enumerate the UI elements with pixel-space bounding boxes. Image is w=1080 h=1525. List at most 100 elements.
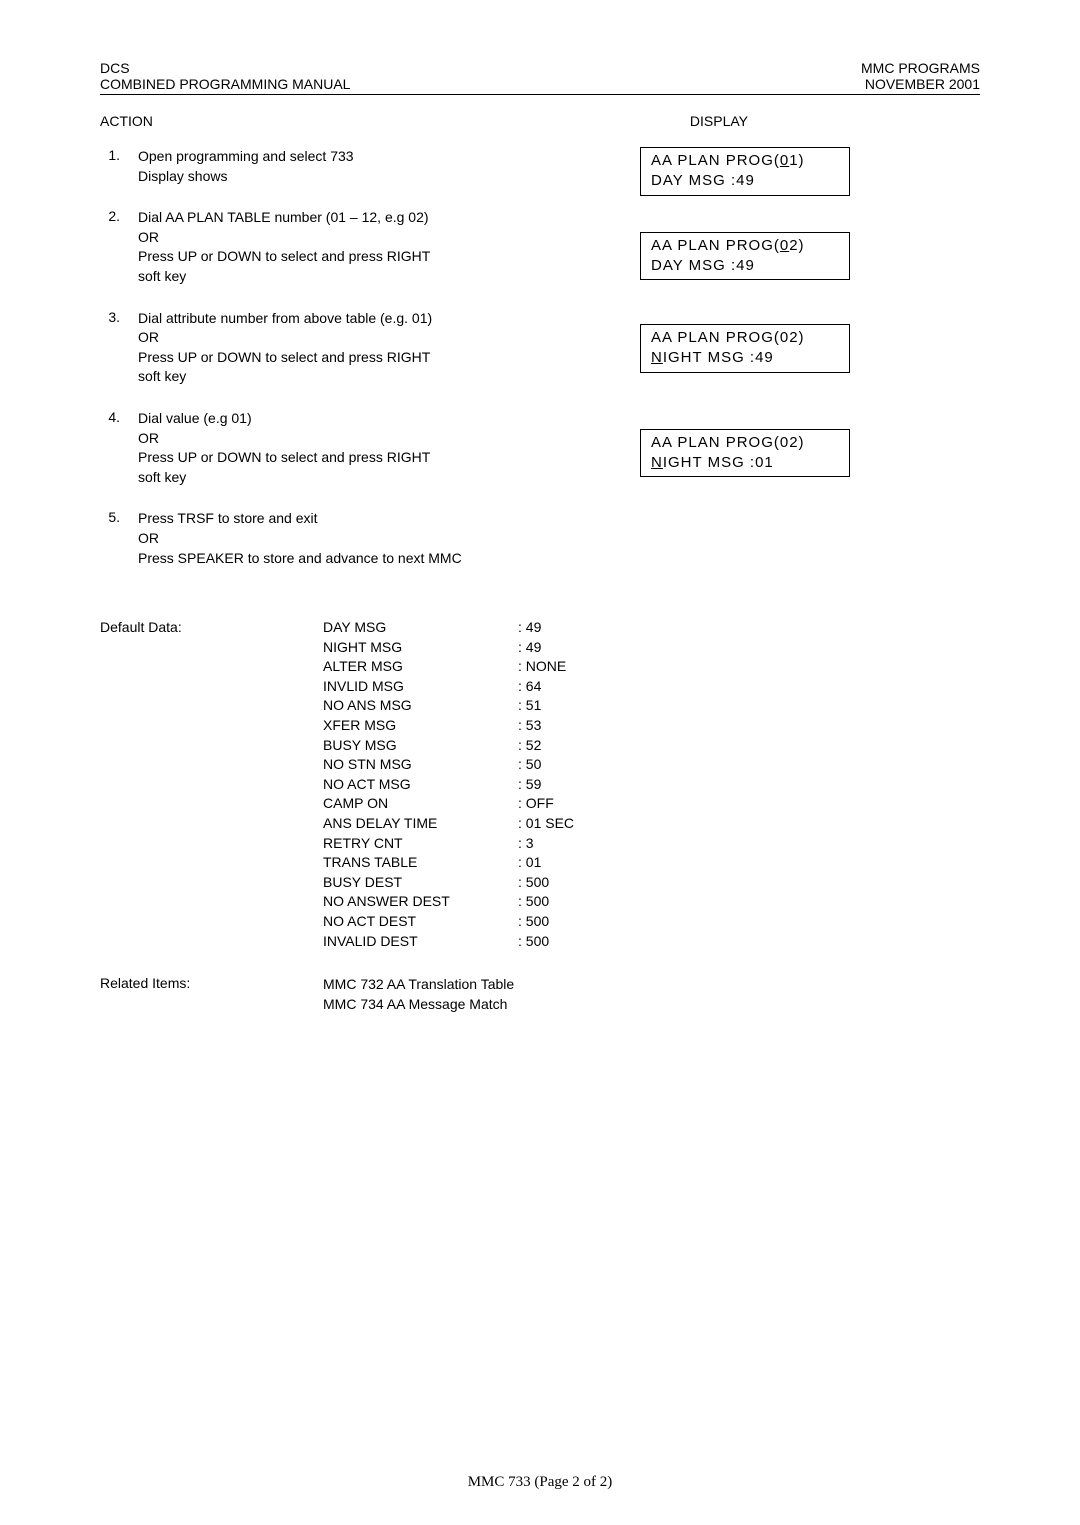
display-title: DISPLAY <box>690 113 748 129</box>
display-box-4: AA PLAN PROG(02) NIGHT MSG :01 <box>640 429 850 478</box>
data-row: XFER MSG: 53 <box>100 716 980 736</box>
related-items-section: Related Items: MMC 732 AA Translation Ta… <box>100 975 980 1014</box>
related-items-list: MMC 732 AA Translation Table MMC 734 AA … <box>323 975 514 1014</box>
page-header: DCS COMBINED PROGRAMMING MANUAL MMC PROG… <box>100 60 980 95</box>
data-key: ALTER MSG <box>323 657 518 677</box>
display-line1: AA PLAN PROG(02) <box>651 328 839 348</box>
data-key: NO ACT DEST <box>323 912 518 932</box>
display-line1: AA PLAN PROG(02) <box>651 433 839 453</box>
data-val: : 50 <box>518 755 638 775</box>
data-val: : OFF <box>518 794 638 814</box>
default-data-table: Default Data: DAY MSG : 49 NIGHT MSG: 49… <box>100 618 980 951</box>
data-val: : 01 <box>518 853 638 873</box>
data-val: : 53 <box>518 716 638 736</box>
data-key: NO ACT MSG <box>323 775 518 795</box>
data-val: : 500 <box>518 892 638 912</box>
data-row: RETRY CNT: 3 <box>100 834 980 854</box>
step-4: 4. Dial value (e.g 01) OR Press UP or DO… <box>100 409 610 487</box>
related-item-line: MMC 734 AA Message Match <box>323 995 514 1015</box>
action-title: ACTION <box>100 113 153 129</box>
data-row: BUSY DEST: 500 <box>100 873 980 893</box>
data-row: NIGHT MSG: 49 <box>100 638 980 658</box>
header-right-line1: MMC PROGRAMS <box>861 60 980 76</box>
data-val: : 500 <box>518 932 638 952</box>
data-val: : 01 SEC <box>518 814 638 834</box>
display-line2: DAY MSG :49 <box>651 256 839 276</box>
data-val: : 49 <box>518 638 638 658</box>
display-box-2: AA PLAN PROG(02) DAY MSG :49 <box>640 232 850 281</box>
data-row: TRANS TABLE: 01 <box>100 853 980 873</box>
data-key: NO STN MSG <box>323 755 518 775</box>
step-3: 3. Dial attribute number from above tabl… <box>100 309 610 387</box>
display-cursor: N <box>651 454 663 471</box>
data-row: NO ANS MSG: 51 <box>100 696 980 716</box>
header-left-line2: COMBINED PROGRAMMING MANUAL <box>100 76 350 92</box>
step-2: 2. Dial AA PLAN TABLE number (01 – 12, e… <box>100 208 610 286</box>
data-row: NO STN MSG: 50 <box>100 755 980 775</box>
data-key: ANS DELAY TIME <box>323 814 518 834</box>
data-row: NO ACT DEST: 500 <box>100 912 980 932</box>
step-text: Dial AA PLAN TABLE number (01 – 12, e.g … <box>138 208 610 286</box>
data-val: : 49 <box>518 618 638 638</box>
header-left: DCS COMBINED PROGRAMMING MANUAL <box>100 60 350 92</box>
data-key: RETRY CNT <box>323 834 518 854</box>
data-key: INVLID MSG <box>323 677 518 697</box>
display-cursor: 0 <box>780 152 789 169</box>
display-box-1: AA PLAN PROG(01) DAY MSG :49 <box>640 147 850 196</box>
data-row: Default Data: DAY MSG : 49 <box>100 618 980 638</box>
data-key: NO ANSWER DEST <box>323 892 518 912</box>
display-text: AA PLAN PROG(02) <box>651 329 805 346</box>
step-number: 1. <box>100 147 138 186</box>
data-val: : 64 <box>518 677 638 697</box>
displays-column: AA PLAN PROG(01) DAY MSG :49 AA PLAN PRO… <box>640 147 940 590</box>
data-val: : 500 <box>518 912 638 932</box>
step-number: 3. <box>100 309 138 387</box>
header-left-line1: DCS <box>100 60 350 76</box>
data-key: BUSY DEST <box>323 873 518 893</box>
data-key: XFER MSG <box>323 716 518 736</box>
data-key: NIGHT MSG <box>323 638 518 658</box>
display-text: AA PLAN PROG( <box>651 237 780 254</box>
data-key: TRANS TABLE <box>323 853 518 873</box>
display-cursor: N <box>651 349 663 366</box>
related-items-label: Related Items: <box>100 975 323 1014</box>
data-key: NO ANS MSG <box>323 696 518 716</box>
display-text: IGHT MSG :49 <box>663 349 774 366</box>
data-val: : 500 <box>518 873 638 893</box>
step-number: 2. <box>100 208 138 286</box>
default-data-label: Default Data: <box>100 618 323 638</box>
actions-column: 1. Open programming and select 733 Displ… <box>100 147 610 590</box>
data-key: INVALID DEST <box>323 932 518 952</box>
related-item-line: MMC 732 AA Translation Table <box>323 975 514 995</box>
data-row: INVALID DEST: 500 <box>100 932 980 952</box>
data-val: : 3 <box>518 834 638 854</box>
page-footer: MMC 733 (Page 2 of 2) <box>0 1474 1080 1491</box>
display-text: AA PLAN PROG(02) <box>651 434 805 451</box>
display-text: 1) <box>789 152 804 169</box>
display-line2: NIGHT MSG :49 <box>651 348 839 368</box>
data-val: : 59 <box>518 775 638 795</box>
data-val: : 51 <box>518 696 638 716</box>
display-line2: DAY MSG :49 <box>651 171 839 191</box>
step-number: 4. <box>100 409 138 487</box>
step-5: 5. Press TRSF to store and exit OR Press… <box>100 509 610 568</box>
display-text: 2) <box>789 237 804 254</box>
data-row: ANS DELAY TIME: 01 SEC <box>100 814 980 834</box>
display-text: AA PLAN PROG( <box>651 152 780 169</box>
display-line1: AA PLAN PROG(02) <box>651 236 839 256</box>
display-line2: NIGHT MSG :01 <box>651 453 839 473</box>
step-text: Dial attribute number from above table (… <box>138 309 610 387</box>
display-text: IGHT MSG :01 <box>663 454 774 471</box>
data-val: : 52 <box>518 736 638 756</box>
data-row: BUSY MSG: 52 <box>100 736 980 756</box>
default-data-section: Default Data: DAY MSG : 49 NIGHT MSG: 49… <box>100 618 980 951</box>
step-1: 1. Open programming and select 733 Displ… <box>100 147 610 186</box>
step-number: 5. <box>100 509 138 568</box>
display-box-3: AA PLAN PROG(02) NIGHT MSG :49 <box>640 324 850 373</box>
display-line1: AA PLAN PROG(01) <box>651 151 839 171</box>
content-area: 1. Open programming and select 733 Displ… <box>100 147 980 590</box>
data-key: BUSY MSG <box>323 736 518 756</box>
header-right: MMC PROGRAMS NOVEMBER 2001 <box>861 60 980 92</box>
data-row: ALTER MSG: NONE <box>100 657 980 677</box>
data-row: NO ANSWER DEST: 500 <box>100 892 980 912</box>
